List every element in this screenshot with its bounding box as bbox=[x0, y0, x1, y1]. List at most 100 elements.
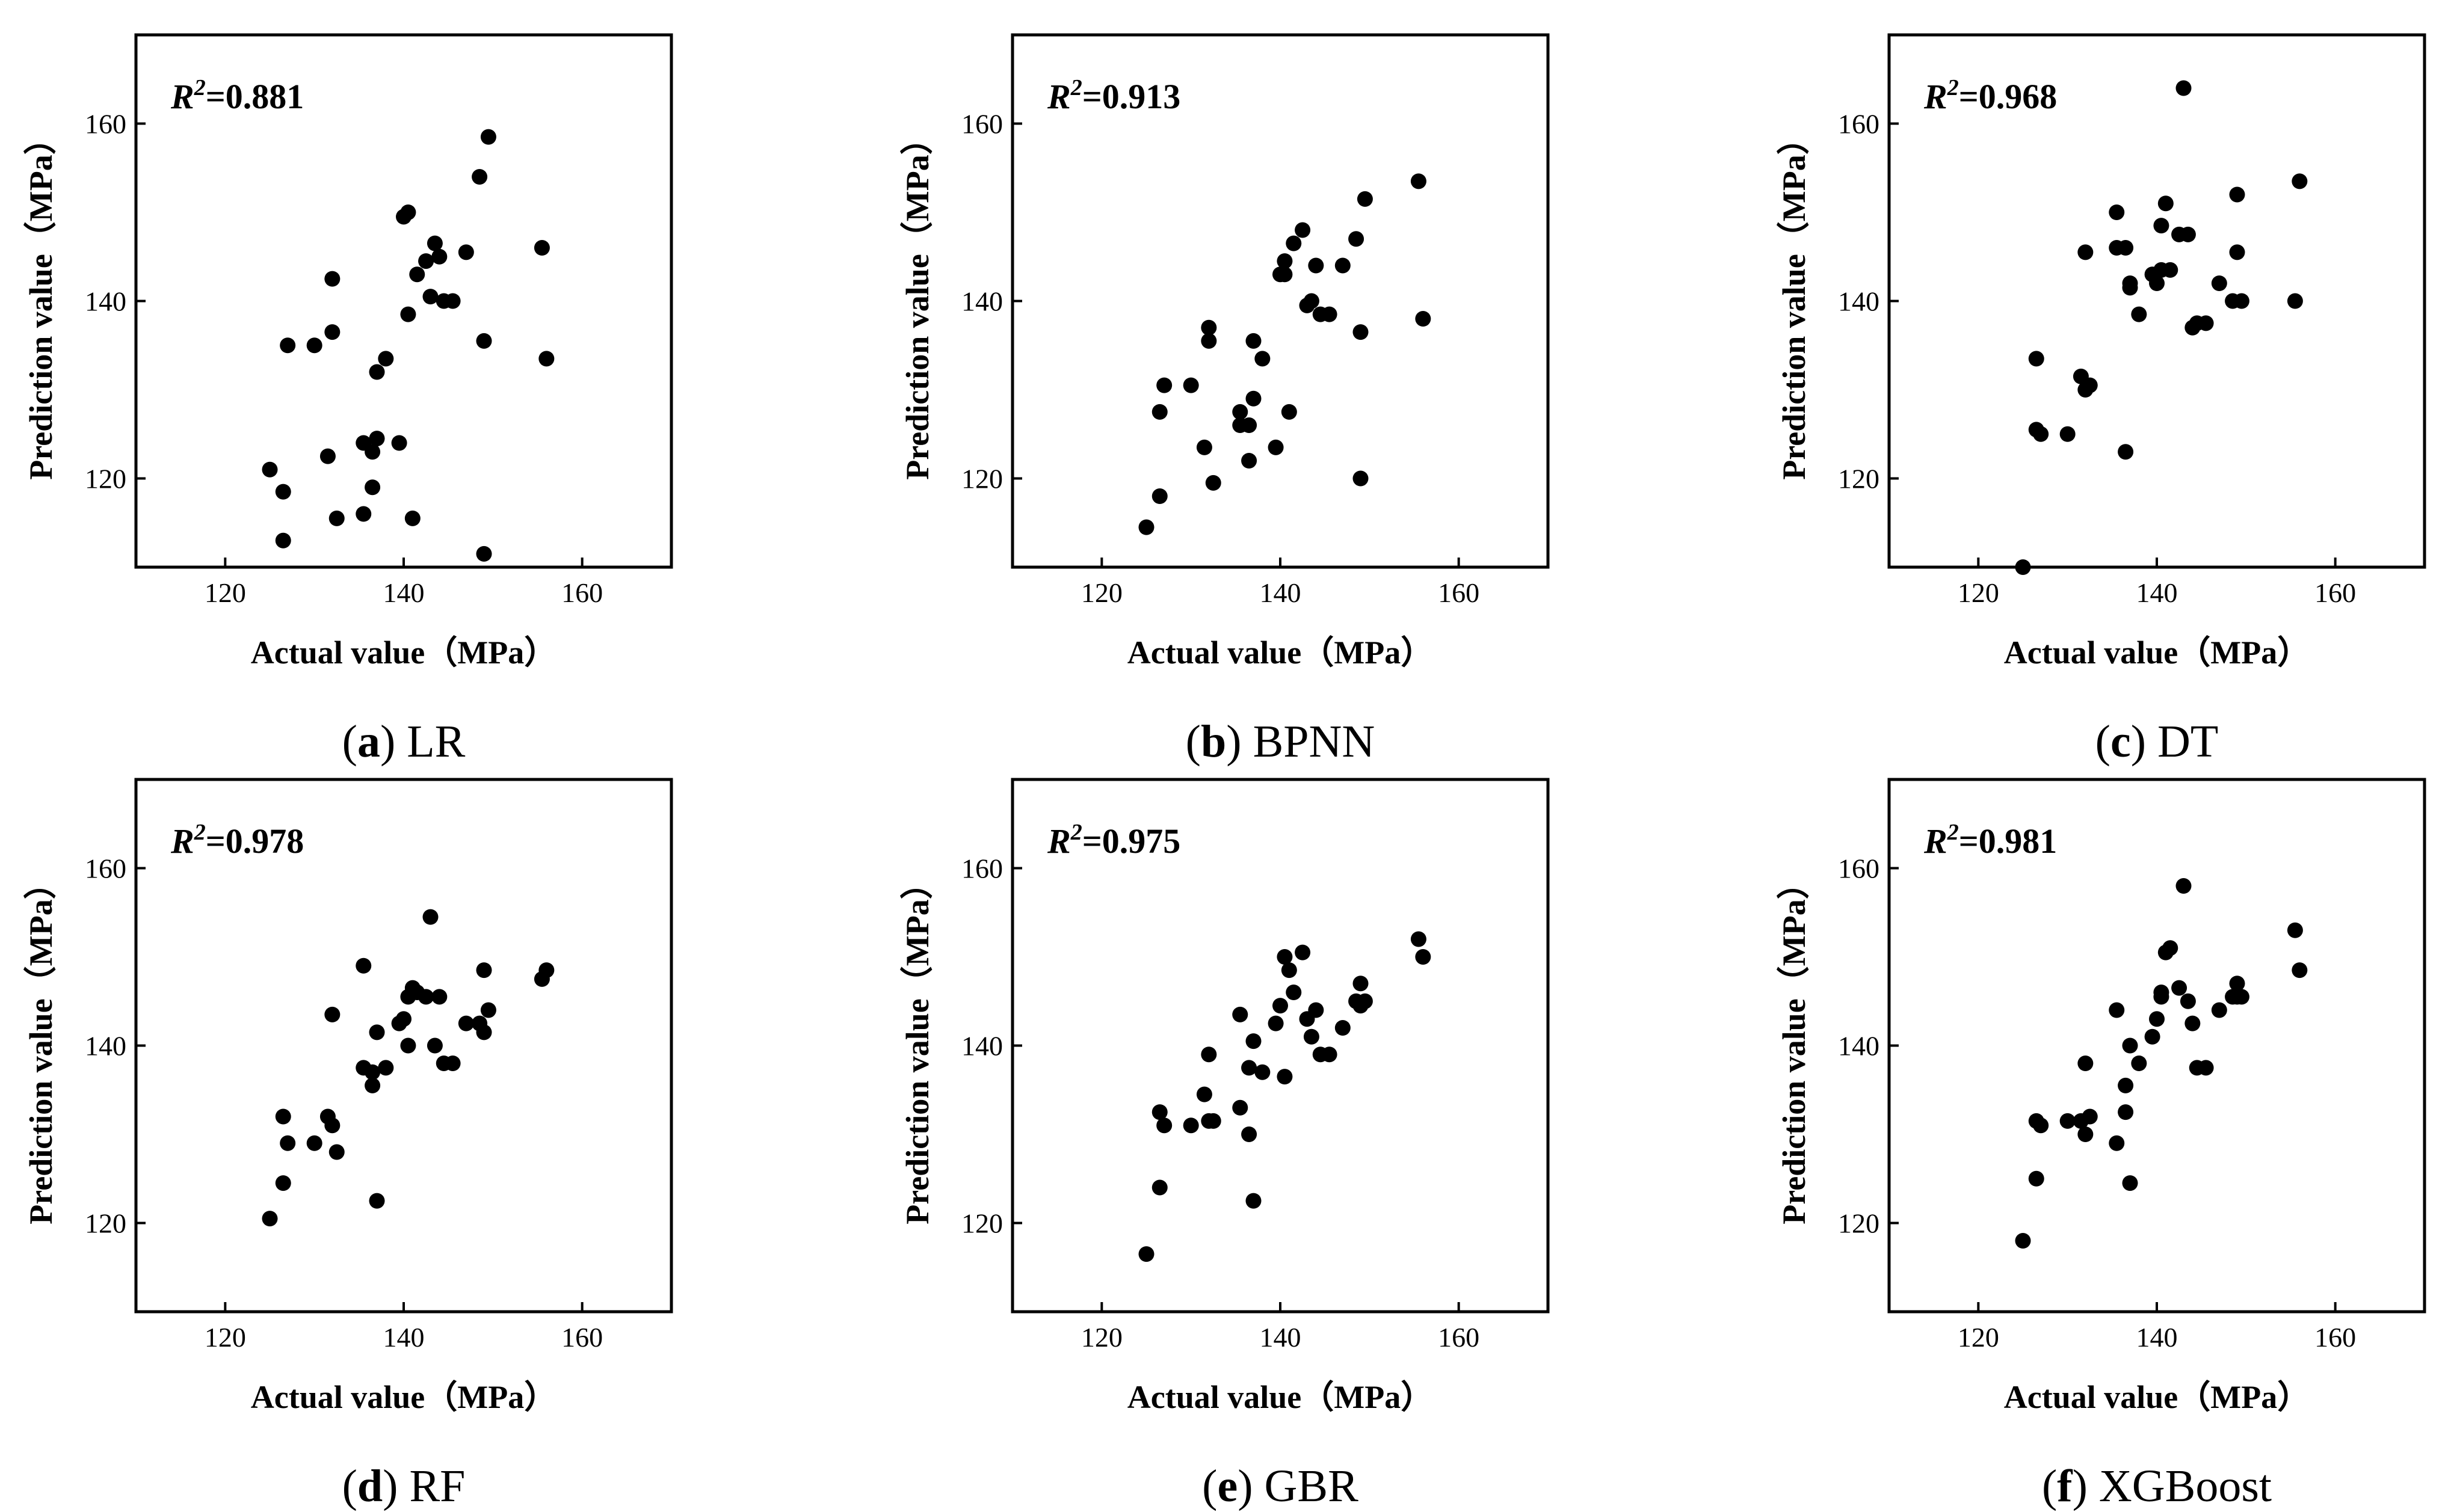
data-point bbox=[1152, 1104, 1168, 1120]
data-point bbox=[1205, 475, 1221, 491]
data-point bbox=[369, 1024, 385, 1040]
r2-annotation: R2=0.968 bbox=[1923, 75, 2057, 116]
data-point bbox=[2122, 1037, 2138, 1054]
data-point bbox=[378, 351, 394, 367]
data-point bbox=[319, 448, 336, 464]
data-point bbox=[2059, 1113, 2076, 1129]
x-tick-label: 140 bbox=[2136, 577, 2178, 608]
data-point bbox=[400, 1037, 416, 1054]
data-point bbox=[1303, 293, 1319, 309]
data-point bbox=[2059, 426, 2076, 442]
data-point bbox=[1156, 1117, 1173, 1134]
data-point bbox=[1357, 993, 1373, 1009]
data-point bbox=[1201, 333, 1217, 349]
data-point bbox=[1286, 235, 1302, 251]
data-point bbox=[2122, 275, 2138, 291]
data-point bbox=[1410, 931, 1426, 947]
data-point bbox=[1152, 404, 1168, 420]
r2-symbol: R bbox=[170, 77, 194, 116]
data-point bbox=[369, 1193, 385, 1209]
data-point bbox=[324, 271, 341, 287]
caption-letter: e bbox=[1217, 1461, 1238, 1511]
data-point bbox=[2229, 186, 2245, 203]
caption-paren-open: ( bbox=[1202, 1461, 1217, 1511]
data-point bbox=[1321, 1046, 1337, 1063]
y-tick-label: 140 bbox=[1838, 1031, 1879, 1062]
y-axis-label: Prediction value（MPa） bbox=[899, 867, 936, 1224]
r2-annotation: R2=0.913 bbox=[1047, 75, 1180, 116]
data-point bbox=[2028, 1113, 2044, 1129]
caption-paren-open: ( bbox=[2095, 716, 2110, 767]
data-point bbox=[1352, 324, 1369, 340]
x-axis-label: Actual value（MPa） bbox=[1127, 1379, 1433, 1415]
x-tick-label: 160 bbox=[561, 577, 603, 608]
data-point bbox=[1295, 222, 1311, 238]
data-point bbox=[2109, 204, 2125, 220]
data-point bbox=[1415, 949, 1431, 965]
data-point bbox=[2292, 173, 2308, 189]
data-point bbox=[2077, 1126, 2094, 1142]
x-tick-label: 140 bbox=[1260, 577, 1301, 608]
data-point bbox=[431, 248, 448, 265]
data-point bbox=[2229, 244, 2245, 260]
data-point bbox=[1415, 311, 1431, 327]
r2-value: =0.913 bbox=[1082, 77, 1181, 116]
data-point bbox=[2028, 422, 2044, 438]
r2-symbol: R bbox=[1923, 822, 1947, 861]
caption-title: GBR bbox=[1265, 1461, 1359, 1511]
data-point bbox=[324, 324, 341, 340]
r2-annotation: R2=0.978 bbox=[170, 820, 304, 861]
caption-letter: a bbox=[357, 716, 380, 767]
data-point bbox=[1277, 253, 1293, 269]
data-point bbox=[2131, 1056, 2147, 1071]
data-point bbox=[324, 1006, 341, 1022]
data-point bbox=[1334, 257, 1351, 274]
data-point bbox=[391, 435, 407, 451]
data-point bbox=[275, 1108, 291, 1125]
y-axis-label: Prediction value（MPa） bbox=[1776, 122, 1812, 479]
data-point bbox=[275, 1175, 291, 1191]
data-point bbox=[2157, 195, 2174, 212]
x-tick-label: 120 bbox=[1958, 1322, 1999, 1353]
y-tick-label: 120 bbox=[85, 464, 126, 494]
panel-caption: (d) RF bbox=[342, 1461, 466, 1511]
data-point bbox=[2109, 1135, 2125, 1151]
data-point bbox=[1277, 266, 1293, 283]
data-point bbox=[2082, 377, 2098, 393]
data-point bbox=[427, 235, 443, 251]
data-point bbox=[1201, 1046, 1217, 1063]
data-point bbox=[2287, 922, 2303, 938]
data-point bbox=[431, 989, 448, 1005]
x-tick-label: 160 bbox=[1438, 1322, 1479, 1353]
x-axis-label: Actual value（MPa） bbox=[1127, 635, 1433, 671]
data-point bbox=[1357, 191, 1373, 207]
r2-value: =0.968 bbox=[1959, 77, 2058, 116]
x-tick-label: 140 bbox=[383, 577, 425, 608]
x-axis-label: Actual value（MPa） bbox=[2004, 635, 2310, 671]
data-point bbox=[306, 337, 322, 354]
data-point bbox=[480, 1002, 496, 1018]
data-point bbox=[280, 1135, 296, 1151]
r2-symbol: R bbox=[1047, 822, 1071, 861]
data-point bbox=[1245, 1033, 1262, 1049]
data-point bbox=[2122, 1175, 2138, 1191]
panel-caption: (a) LR bbox=[342, 716, 466, 767]
caption-title: BPNN bbox=[1253, 716, 1375, 767]
r2-value: =0.975 bbox=[1082, 822, 1181, 861]
data-point bbox=[1183, 377, 1199, 393]
data-point bbox=[1321, 306, 1337, 322]
caption-paren-open: ( bbox=[342, 716, 357, 767]
data-point bbox=[458, 1015, 474, 1031]
caption-title: RF bbox=[409, 1461, 465, 1511]
data-point bbox=[2028, 351, 2044, 367]
data-point bbox=[275, 532, 291, 549]
r2-superscript: 2 bbox=[1070, 75, 1082, 100]
x-tick-label: 140 bbox=[1260, 1322, 1301, 1353]
r2-value: =0.881 bbox=[206, 77, 304, 116]
y-tick-label: 160 bbox=[1838, 853, 1879, 884]
data-point bbox=[418, 989, 434, 1005]
caption-paren-close: ) bbox=[1238, 1461, 1264, 1511]
